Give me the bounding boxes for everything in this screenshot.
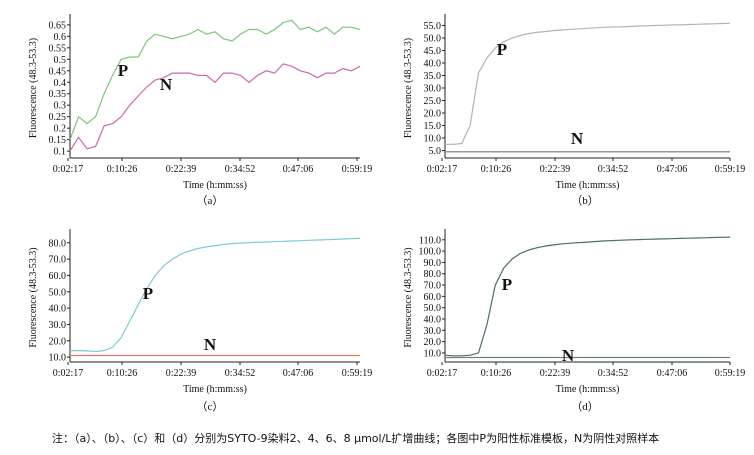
- y-tick-label: 0.2: [54, 124, 67, 135]
- series-line-N: [69, 63, 361, 152]
- x-tick-label: 0:10:26: [481, 368, 512, 379]
- x-tick-label: 0:59:19: [342, 164, 373, 175]
- y-axis-label: Fluorescence (48.3-53.3): [403, 38, 414, 138]
- y-tick-label: 40.0: [424, 59, 442, 70]
- x-tick-label: 0:34:52: [225, 368, 256, 379]
- figure-caption: 注：（a）、（b）、（c）和（d）分别为SYTO-9染料2、4、6、8 μmol…: [52, 432, 660, 445]
- series-label-N: N: [571, 129, 584, 148]
- x-tick-label: 0:47:06: [283, 164, 314, 175]
- y-tick-label: 40.0: [424, 315, 442, 326]
- y-tick-label: 10.0: [424, 348, 442, 359]
- y-tick-label: 60.0: [424, 292, 442, 303]
- y-tick-label: 0.3: [54, 101, 67, 112]
- y-axis-label: Fluorescence (48.3-53.3): [28, 247, 39, 347]
- chart-panel-0: 0.10.150.20.250.30.350.40.450.50.550.60.…: [28, 14, 372, 207]
- y-tick-label: 60.0: [49, 271, 67, 282]
- x-tick-label: 0:10:26: [107, 164, 138, 175]
- y-tick-label: 0.1: [54, 147, 67, 158]
- series-line-P: [444, 236, 731, 357]
- series-label-P: P: [118, 61, 128, 80]
- x-tick-label: 0:22:39: [540, 368, 571, 379]
- y-tick-label: 20.0: [424, 109, 442, 120]
- series-label-P: P: [497, 40, 507, 59]
- y-tick-label: 30.0: [424, 84, 442, 95]
- x-tick-label: 0:47:06: [657, 368, 688, 379]
- x-tick-label: 0:59:19: [715, 368, 746, 379]
- x-tick-label: 0:10:26: [481, 164, 512, 175]
- y-tick-label: 90.0: [424, 258, 442, 269]
- y-tick-label: 50.0: [424, 34, 442, 45]
- x-axis-label: Time (h:mm:ss): [556, 384, 620, 395]
- panel-label: （a）: [197, 194, 224, 207]
- series-label-P: P: [143, 284, 153, 303]
- x-tick-label: 0:02:17: [427, 368, 458, 379]
- y-tick-label: 80.0: [49, 238, 67, 249]
- x-tick-label: 0:22:39: [166, 164, 197, 175]
- x-tick-label: 0:02:17: [427, 164, 458, 175]
- y-tick-label: 0.25: [49, 112, 67, 123]
- y-tick-label: 80.0: [424, 269, 442, 280]
- x-axis-label: Time (h:mm:ss): [556, 180, 620, 191]
- x-tick-label: 0:22:39: [166, 368, 197, 379]
- x-tick-label: 0:10:26: [107, 368, 138, 379]
- x-axis-label: Time (h:mm:ss): [183, 384, 247, 395]
- y-tick-label: 0.15: [49, 135, 67, 146]
- series-label-P: P: [502, 275, 512, 294]
- y-tick-label: 110.0: [419, 235, 441, 246]
- series-label-N: N: [562, 346, 575, 365]
- y-axis-label: Fluorescence (48.3-53.3): [403, 247, 414, 347]
- y-tick-label: 70.0: [424, 281, 442, 292]
- x-tick-label: 0:34:52: [598, 368, 629, 379]
- y-tick-label: 0.45: [49, 66, 67, 77]
- panel-label: （b）: [571, 194, 599, 207]
- chart-panel-2: 10.0 20.0 30.0 40.0 50.0 60.0 70.0 80.0 0:02:17 0…: [28, 229, 372, 413]
- y-tick-label: 30.0: [49, 320, 67, 331]
- series-label-N: N: [160, 75, 173, 94]
- x-tick-label: 0:02:17: [53, 368, 84, 379]
- y-tick-label: 0.4: [54, 78, 67, 89]
- y-tick-label: 35.0: [424, 71, 442, 82]
- y-tick-label: 0.5: [54, 55, 67, 66]
- chart-panel-3: 10.020.030.040.050.060.070.080.090.0100.…: [403, 229, 745, 413]
- y-tick-label: 20.0: [49, 336, 67, 347]
- y-tick-label: 50.0: [424, 303, 442, 314]
- series-line-P: [445, 22, 731, 145]
- y-tick-label: 55.0: [424, 21, 442, 32]
- panel-label: （d）: [571, 400, 599, 413]
- y-tick-label: 10.0: [49, 353, 67, 364]
- y-tick-label: 0.35: [49, 89, 67, 100]
- y-tick-label: 5.0: [429, 146, 442, 157]
- y-tick-label: 45.0: [424, 46, 442, 57]
- x-tick-label: 0:47:06: [283, 368, 314, 379]
- y-tick-label: 50.0: [49, 287, 67, 298]
- x-tick-label: 0:22:39: [540, 164, 571, 175]
- y-tick-label: 30.0: [424, 326, 442, 337]
- x-tick-label: 0:34:52: [225, 164, 256, 175]
- y-tick-label: 100.0: [419, 247, 442, 258]
- x-tick-label: 0:59:19: [715, 164, 746, 175]
- y-tick-label: 0.6: [54, 32, 67, 43]
- y-tick-label: 15.0: [424, 121, 442, 132]
- y-axis-label: Fluorescence (48.3-53.3): [28, 38, 39, 138]
- series-label-N: N: [204, 335, 217, 354]
- x-tick-label: 0:47:06: [657, 164, 688, 175]
- y-tick-label: 40.0: [49, 304, 67, 315]
- chart-panel-1: 5.010.0 15.020.0 25.030.0 35.040.0 45.050.0 5…: [403, 14, 745, 207]
- y-tick-label: 10.0: [424, 134, 442, 145]
- x-tick-label: 0:59:19: [342, 368, 373, 379]
- panel-label: （c）: [197, 400, 224, 413]
- y-tick-label: 20.0: [424, 337, 442, 348]
- y-tick-label: 70.0: [49, 255, 67, 266]
- series-line-P: [69, 19, 361, 140]
- x-tick-label: 0:02:17: [53, 164, 84, 175]
- y-tick-label: 0.65: [49, 20, 67, 31]
- y-tick-label: 0.55: [49, 43, 67, 54]
- series-line-P: [70, 237, 361, 353]
- x-axis-label: Time (h:mm:ss): [183, 180, 247, 191]
- y-tick-label: 25.0: [424, 96, 442, 107]
- x-tick-label: 0:34:52: [598, 164, 629, 175]
